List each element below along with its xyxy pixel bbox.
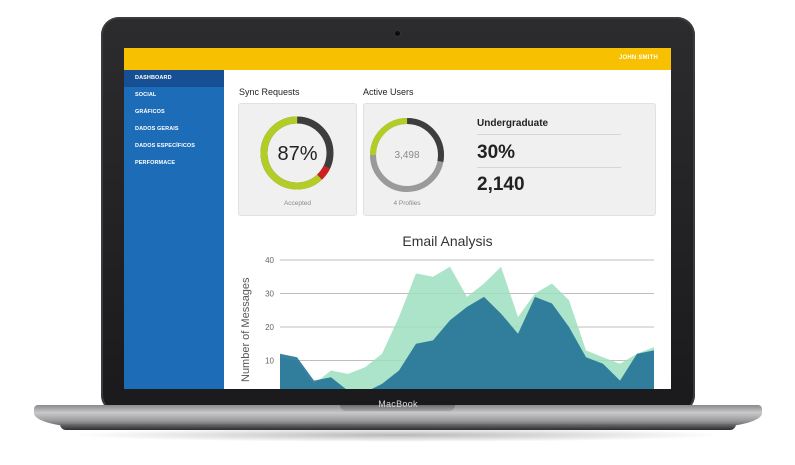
y-tick-label: 20 — [265, 323, 274, 332]
main-content: Sync Requests 87% Accepted Active Users … — [224, 70, 671, 389]
active-users-donut-green — [370, 118, 444, 192]
active-users-donut — [370, 118, 444, 192]
active-users-count: 3,498 — [394, 150, 420, 161]
sync-requests-card: 87% Accepted — [238, 103, 357, 216]
screen: JOHN SMITH DASHBOARD SOCIAL GRÁFICOS DADOS … — [124, 48, 671, 389]
y-axis-label: Number of Messages — [240, 277, 252, 382]
laptop-base-bottom — [60, 424, 736, 430]
active-users-card: 3,498 4 Profiles Undergraduate 30% 2,140 — [363, 103, 656, 216]
sidebar-item-4[interactable]: DADOS GERAIS — [135, 126, 179, 132]
chart-title: Email Analysis — [402, 233, 493, 249]
y-tick-label: 40 — [265, 256, 274, 265]
camera-icon — [395, 31, 400, 36]
y-tick-label: 10 — [265, 357, 274, 366]
active-users-title: Active Users — [363, 87, 414, 97]
email-analysis-chart: 10 20 30 40 Number of Messages — [240, 256, 654, 389]
sync-donut-rejected — [260, 116, 334, 190]
sidebar-item-2[interactable]: SOCIAL — [135, 92, 157, 98]
divider-2 — [477, 167, 621, 168]
top-bar: JOHN SMITH — [124, 48, 671, 70]
sidebar-item-5[interactable]: DADOS ESPECÍFICOS — [135, 143, 196, 149]
sidebar: DASHBOARD SOCIAL GRÁFICOS DADOS GERAIS DADOS… — [124, 70, 224, 389]
device-brand: MacBook — [378, 399, 418, 409]
sidebar-item-1[interactable]: DASHBOARD — [124, 70, 224, 87]
y-tick-label: 30 — [265, 290, 274, 299]
laptop-shadow — [70, 428, 726, 442]
sync-donut — [260, 116, 334, 190]
segment-label: Undergraduate — [477, 118, 549, 129]
segment-count: 2,140 — [477, 174, 525, 195]
laptop-base — [34, 405, 762, 427]
active-users-caption: 4 Profiles — [393, 200, 421, 207]
user-name[interactable]: JOHN SMITH — [618, 55, 658, 61]
sidebar-item-3[interactable]: GRÁFICOS — [135, 109, 165, 115]
sidebar-nav: DASHBOARD SOCIAL GRÁFICOS DADOS GERAIS DADOS… — [124, 70, 224, 172]
segment-percent: 30% — [477, 142, 516, 163]
sync-requests-title: Sync Requests — [239, 87, 300, 97]
sync-percent: 87% — [277, 143, 318, 165]
area-series-2 — [280, 296, 654, 389]
sync-caption: Accepted — [283, 200, 312, 207]
laptop-hinge-notch — [340, 405, 455, 411]
sidebar-item-6[interactable]: PERFORMACE — [135, 160, 176, 166]
divider-1 — [477, 134, 621, 135]
